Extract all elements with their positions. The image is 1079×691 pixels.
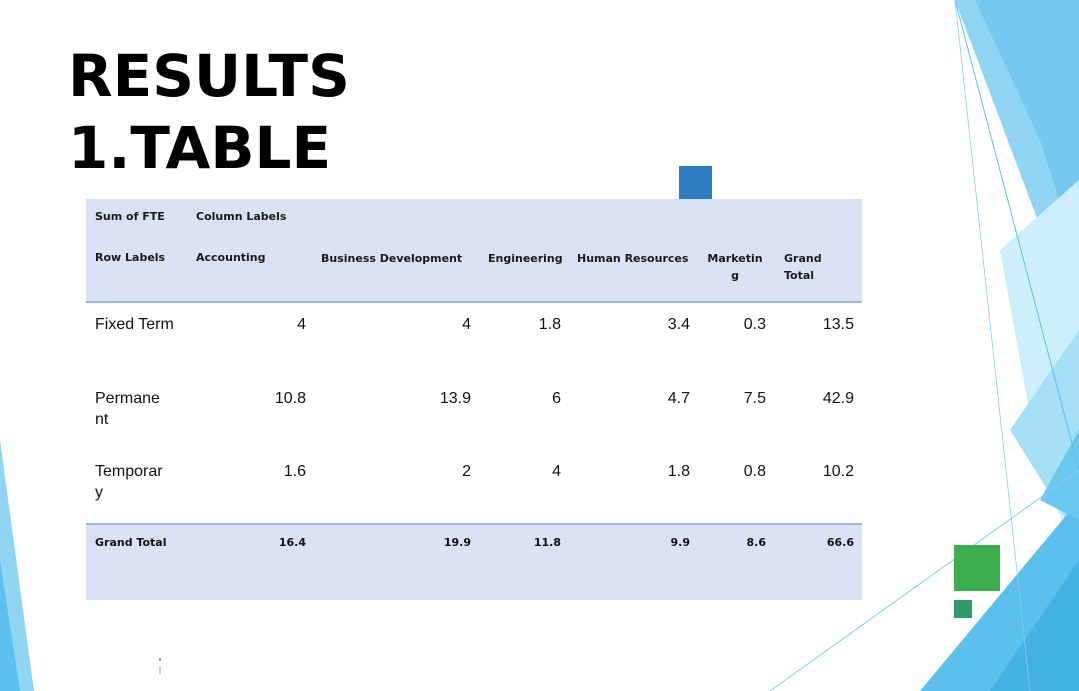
total-human-resources: 9.9: [670, 536, 691, 549]
cell-fixed-grand-total: 13.5: [822, 316, 854, 333]
grand-total-label: Grand Total: [95, 536, 167, 549]
col-header-accounting: Accounting: [196, 251, 266, 264]
deco-left-sliver-dark: [0, 560, 20, 691]
total-accounting: 16.4: [278, 536, 306, 549]
cell-fixed-marketing: 0.3: [743, 316, 766, 333]
col-header-grand-total: Grand Total: [784, 252, 822, 282]
total-engineering: 11.8: [533, 536, 561, 549]
cell-permanent-grand-total: 42.9: [822, 390, 854, 407]
cell-fixed-engineering: 1.8: [538, 316, 561, 333]
accent-square-blue: [679, 166, 712, 199]
col-header-marketing: Marketin g: [707, 252, 763, 282]
deco-line-1: [954, 0, 1079, 471]
deco-line-2: [769, 469, 1079, 691]
deco-line-3: [954, 0, 1031, 691]
col-header-business-development: Business Development: [321, 252, 463, 265]
cell-temporary-marketing: 0.8: [743, 463, 766, 480]
total-marketing: 8.6: [746, 536, 767, 549]
cell-temporary-engineering: 4: [552, 463, 561, 480]
col-header-human-resources: Human Resources: [577, 252, 689, 265]
total-business-development: 19.9: [443, 536, 471, 549]
pivot-total-band: [86, 523, 862, 600]
pivot-header-band: [86, 199, 862, 303]
cell-fixed-human-resources: 3.4: [667, 316, 690, 333]
accent-square-green: [954, 545, 1000, 591]
row-labels-header: Row Labels: [95, 251, 166, 264]
deco-facet-mid: [975, 0, 1079, 260]
title-line-2: 1.TABLE: [68, 114, 332, 182]
accent-square-teal: [954, 600, 972, 618]
pivot-table: Sum of FTE Column Labels Row Labels Acco…: [86, 199, 862, 600]
deco-facet-bottom-dark: [990, 560, 1079, 691]
cell-temporary-human-resources: 1.8: [667, 463, 690, 480]
cell-permanent-business-development: 13.9: [439, 390, 471, 407]
cell-fixed-accounting: 4: [297, 316, 306, 333]
cell-fixed-business-development: 4: [462, 316, 471, 333]
row-label-fixed-term: Fixed Term: [95, 316, 174, 333]
cell-permanent-marketing: 7.5: [743, 390, 766, 407]
cell-temporary-grand-total: 10.2: [822, 463, 854, 480]
slide-title: RESULTS 1.TABLE: [68, 40, 350, 184]
cell-temporary-business-development: 2: [462, 463, 471, 480]
deco-facet-edge: [1040, 430, 1079, 520]
total-grand-total: 66.6: [826, 536, 854, 549]
title-line-1: RESULTS: [68, 42, 350, 110]
column-labels-header: Column Labels: [196, 210, 287, 223]
cell-permanent-accounting: 10.8: [274, 390, 306, 407]
row-label-permanent: Permane nt: [95, 390, 160, 428]
row-label-temporary: Temporar y: [95, 463, 163, 501]
cell-permanent-engineering: 6: [552, 390, 561, 407]
cell-permanent-human-resources: 4.7: [667, 390, 690, 407]
cell-temporary-accounting: 1.6: [283, 463, 306, 480]
col-header-engineering: Engineering: [488, 252, 563, 265]
sum-of-fte-label: Sum of FTE: [95, 210, 165, 223]
cursor-mark: [159, 658, 161, 674]
